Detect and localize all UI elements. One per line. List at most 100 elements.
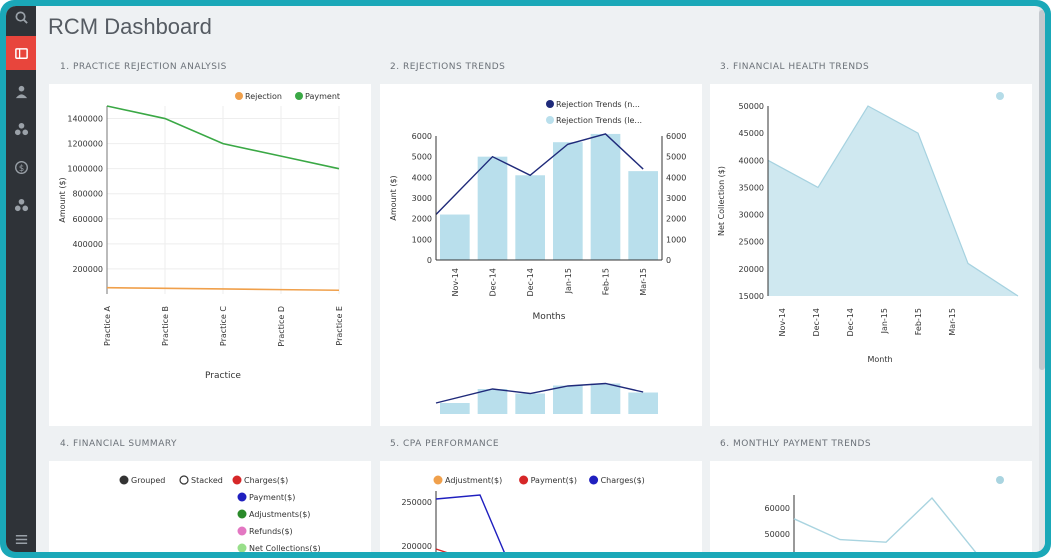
legend-dot	[546, 116, 554, 124]
search-icon	[15, 11, 28, 24]
cluster-icon	[14, 122, 28, 135]
main-content: RCM Dashboard 1. PRACTICE REJECTION ANAL…	[36, 6, 1045, 552]
legend-dot	[996, 476, 1004, 484]
x-tick-label: Nov-14	[778, 308, 787, 336]
dollar-icon: $	[14, 160, 28, 174]
scrollbar-thumb[interactable]	[1039, 10, 1045, 370]
y2-tick-label: 1000	[666, 235, 686, 244]
legend-dot	[237, 526, 247, 536]
legend-label: Rejection Trends (n...	[556, 100, 640, 109]
y2-tick-label: 5000	[666, 153, 686, 162]
y-tick-label: 1400000	[67, 115, 103, 124]
legend-label: Net Collections($)	[249, 544, 321, 552]
trend-line	[435, 133, 644, 216]
panel-title-financial-health: 3. FINANCIAL HEALTH TRENDS	[720, 62, 870, 72]
y-tick-label: 20000	[739, 265, 764, 274]
grouped-radio	[119, 475, 129, 485]
y-tick-label: 250000	[401, 498, 432, 507]
overview-line	[435, 382, 644, 404]
y-tick-label: 25000	[739, 238, 764, 247]
y-axis-label: Amount ($)	[58, 177, 67, 222]
page-title: RCM Dashboard	[48, 14, 212, 39]
y-tick-label: 50000	[765, 530, 790, 539]
sidebar-item-groups[interactable]	[6, 112, 36, 146]
sidebar-item-search[interactable]	[6, 6, 36, 34]
y-tick-label: 4000	[412, 173, 432, 182]
payment-trend-line	[793, 496, 977, 552]
page-scrollbar[interactable]	[1039, 6, 1045, 552]
x-tick-label: Mar-15	[639, 268, 648, 296]
y-tick-label: 15000	[739, 292, 764, 301]
x-tick-label: Mar-15	[948, 308, 957, 336]
x-tick-label: Practice A	[103, 305, 112, 345]
area-fill	[768, 106, 1018, 296]
legend-label: Charges($)	[601, 476, 645, 485]
x-tick-label: Practice C	[219, 306, 228, 346]
overview-bar	[477, 389, 508, 414]
x-axis-label: Month	[867, 355, 892, 364]
card-rejections-trends: 0 0 1000 1000 2000 2000 3000 3000 4000 4000 5000 50…	[380, 84, 702, 426]
x-tick-label: Nov-14	[451, 268, 460, 296]
bar	[628, 171, 658, 260]
x-tick-label: Jan-15	[880, 308, 889, 334]
panel-title-monthly-payment: 6. MONTHLY PAYMENT TRENDS	[720, 439, 872, 449]
series-line-rejection	[106, 286, 340, 292]
cluster-icon	[14, 198, 28, 211]
area-line	[767, 105, 1019, 297]
panel-title-cpa-performance: 5. CPA PERFORMANCE	[390, 439, 500, 449]
bar	[440, 214, 470, 260]
sidebar-item-menu[interactable]	[6, 522, 36, 552]
y2-tick-label: 0	[666, 256, 671, 265]
sidebar-item-network[interactable]	[6, 188, 36, 222]
y-tick-label: 60000	[765, 504, 790, 513]
x-tick-label: Dec-14	[812, 308, 821, 337]
legend-label: Rejection Trends (le...	[556, 116, 642, 125]
panel-title-practice-rejection: 1. PRACTICE REJECTION ANALYSIS	[60, 62, 227, 72]
practice-rejection-chart: 200000 400000 600000 800000 1000000 1200000 14…	[58, 92, 344, 381]
legend-dot	[519, 475, 529, 485]
y-tick-label: 800000	[72, 190, 103, 199]
card-monthly-payment: 60000 50000	[710, 461, 1032, 552]
card-practice-rejection: 200000 400000 600000 800000 1000000 1200000 14…	[49, 84, 371, 426]
sidebar-item-billing[interactable]: $	[6, 150, 36, 184]
legend-label: Refunds($)	[249, 527, 293, 536]
overview-bar	[590, 383, 621, 414]
sidebar-item-users[interactable]	[6, 74, 36, 108]
series-line-payment	[435, 548, 448, 552]
sidebar: $	[6, 6, 36, 552]
stacked-radio	[179, 475, 189, 485]
legend-dot	[237, 492, 247, 502]
monthly-payment-chart: 60000 50000	[765, 476, 1004, 552]
series-line-charges	[435, 494, 505, 552]
sidebar-item-dashboard[interactable]	[6, 36, 36, 70]
x-tick-label: Dec-14	[846, 308, 855, 337]
y-axis-label: Net Collection ($)	[717, 166, 726, 236]
card-cpa-performance: Adjustment($) Payment($) Charges($) 250000 2…	[380, 461, 702, 552]
card-financial-summary: Grouped Stacked Charges($) Payment($) Adjust…	[49, 461, 371, 552]
legend-label: Charges($)	[244, 476, 288, 485]
grouped-label: Grouped	[131, 476, 165, 485]
bar	[590, 133, 621, 260]
x-axis-label: Practice	[205, 371, 241, 381]
x-tick-label: Practice B	[161, 306, 170, 346]
y-tick-label: 6000	[412, 132, 432, 141]
bar	[477, 156, 508, 260]
rejections-trends-chart: 0 0 1000 1000 2000 2000 3000 3000 4000 4000 5000 50…	[389, 100, 686, 414]
legend-label: Payment	[305, 92, 340, 101]
dashboard-icon	[14, 47, 28, 59]
legend-dot	[232, 475, 242, 485]
x-tick-label: Feb-15	[914, 308, 923, 335]
card-financial-health: 15000 20000 25000 30000 35000 40000 45000 50000…	[710, 84, 1032, 426]
x-tick-label: Jan-15	[564, 268, 573, 294]
legend-dot	[433, 475, 443, 485]
stacked-label: Stacked	[191, 476, 223, 485]
legend-label: Payment($)	[531, 476, 577, 485]
y-tick-label: 400000	[72, 240, 103, 249]
y2-tick-label: 4000	[666, 173, 686, 182]
y-tick-label: 35000	[739, 183, 764, 192]
y-tick-label: 50000	[739, 102, 764, 111]
legend-dot	[237, 543, 247, 552]
legend-dot	[235, 92, 243, 100]
y2-tick-label: 3000	[666, 194, 686, 203]
